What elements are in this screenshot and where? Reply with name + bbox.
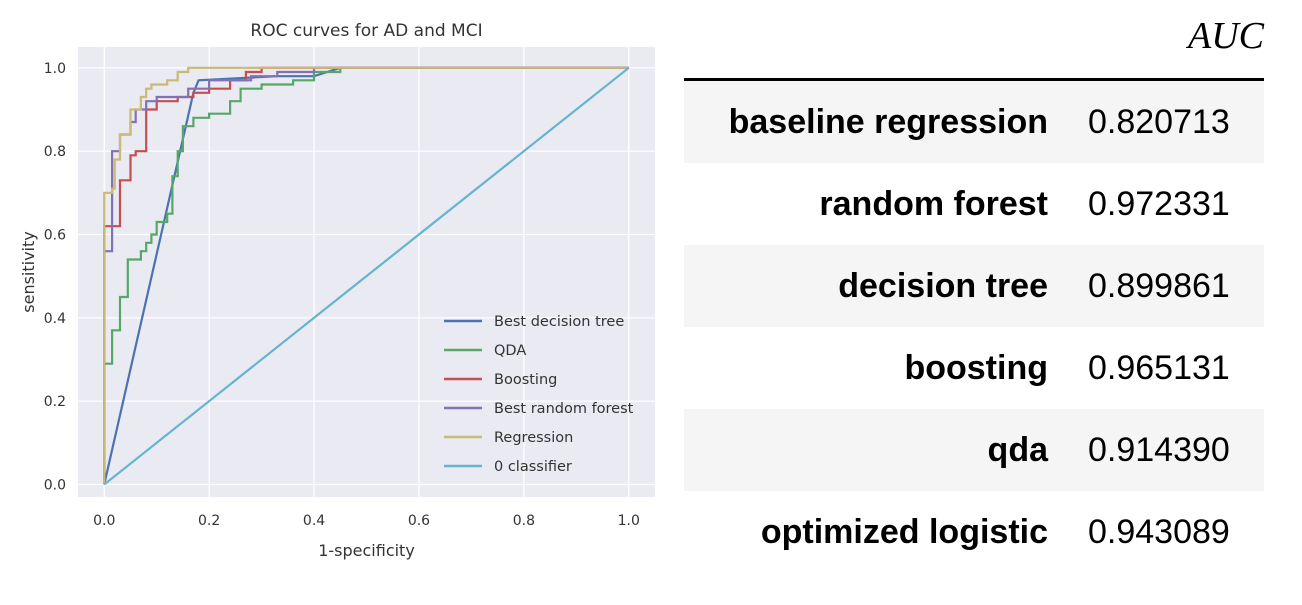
auc-header: AUC xyxy=(1188,15,1264,57)
auc-row: decision tree 0.899861 xyxy=(684,245,1264,327)
auc-row-label: random forest xyxy=(819,184,1048,223)
auc-row: optimized logistic 0.943089 xyxy=(684,491,1264,573)
y-axis-label: sensitivity xyxy=(19,231,38,312)
roc-chart: 0.0 0.2 0.4 0.6 0.8 1.0 0.0 0.2 0.4 0.6 0.8 1.0 ROC … xyxy=(19,21,655,560)
y-tick-label: 1.0 xyxy=(44,61,66,77)
x-tick-label: 0.8 xyxy=(513,513,535,529)
x-tick-label: 0.6 xyxy=(408,513,430,529)
legend-label: 0 classifier xyxy=(494,459,572,475)
roc-chart-svg: 0.0 0.2 0.4 0.6 0.8 1.0 0.0 0.2 0.4 0.6 0.8 1.0 ROC … xyxy=(19,21,655,560)
auc-row: random forest 0.972331 xyxy=(684,163,1264,245)
x-tick-label: 1.0 xyxy=(618,513,640,529)
x-tick-label: 0.2 xyxy=(198,513,220,529)
auc-row-label: baseline regression xyxy=(728,102,1048,141)
auc-row-value: 0.820713 xyxy=(1088,102,1230,141)
auc-row: baseline regression 0.820713 xyxy=(684,81,1264,163)
y-tick-label: 0.0 xyxy=(44,478,66,494)
auc-row-label: boosting xyxy=(904,348,1048,387)
series-line-0-classifier xyxy=(103,66,630,486)
auc-row-value: 0.965131 xyxy=(1088,348,1230,387)
auc-row-label: optimized logistic xyxy=(760,512,1048,551)
y-tick-label: 0.4 xyxy=(44,311,66,327)
x-tick-label: 0.0 xyxy=(93,513,115,529)
y-tick-label: 0.8 xyxy=(44,144,66,160)
auc-row: qda 0.914390 xyxy=(684,409,1264,491)
x-tick-label: 0.4 xyxy=(303,513,325,529)
auc-row-label: qda xyxy=(987,430,1048,469)
auc-row-value: 0.972331 xyxy=(1088,184,1230,223)
auc-row-label: decision tree xyxy=(838,266,1048,305)
legend-label: QDA xyxy=(494,343,526,359)
series-line-regression xyxy=(103,66,629,485)
legend-label: Boosting xyxy=(494,372,557,388)
auc-row-value: 0.943089 xyxy=(1088,512,1230,551)
auc-table: AUC baseline regression 0.820713 random fo… xyxy=(684,0,1264,600)
auc-row: boosting 0.965131 xyxy=(684,327,1264,409)
legend-label: Regression xyxy=(494,430,573,446)
series-line-qda xyxy=(103,66,629,485)
legend-label: Best decision tree xyxy=(494,314,624,330)
legend-label: Best random forest xyxy=(494,401,634,417)
x-axis-label: 1-specificity xyxy=(318,541,415,560)
header-rule xyxy=(684,78,1264,81)
auc-row-value: 0.899861 xyxy=(1088,266,1230,305)
auc-row-value: 0.914390 xyxy=(1088,430,1230,469)
y-tick-label: 0.2 xyxy=(44,394,66,410)
y-tick-label: 0.6 xyxy=(44,228,66,244)
chart-title: ROC curves for AD and MCI xyxy=(250,21,482,41)
